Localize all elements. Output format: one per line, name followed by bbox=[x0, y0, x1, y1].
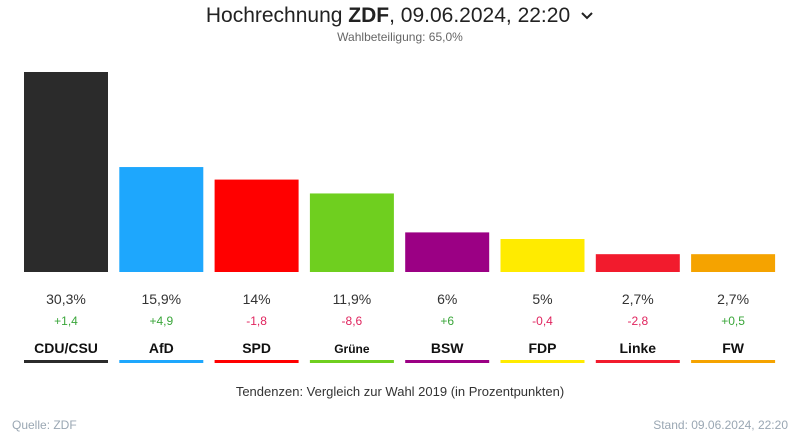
party-underline bbox=[214, 360, 299, 363]
timestamp-label: Stand: 09.06.2024, 22:20 bbox=[653, 418, 788, 432]
projection-selector[interactable]: Hochrechnung ZDF, 09.06.2024, 22:20 bbox=[206, 4, 594, 28]
title-datetime: , 09.06.2024, 22:20 bbox=[389, 4, 571, 27]
chart-title: Hochrechnung ZDF, 09.06.2024, 22:20 bbox=[206, 4, 570, 28]
party-label: BSW bbox=[431, 340, 464, 356]
party-underline bbox=[691, 360, 776, 363]
bar bbox=[214, 179, 299, 272]
turnout-subtitle: Wahlbeteiligung: 65,0% bbox=[337, 30, 463, 44]
party-label: CDU/CSU bbox=[34, 340, 98, 356]
party-label: FDP bbox=[529, 340, 557, 356]
party-underline bbox=[595, 360, 680, 363]
value-label: 5% bbox=[532, 291, 552, 307]
bar bbox=[24, 72, 108, 272]
value-label: 2,7% bbox=[717, 291, 749, 307]
party-label: FW bbox=[722, 340, 745, 356]
bar bbox=[595, 254, 680, 272]
chart-header: Hochrechnung ZDF, 09.06.2024, 22:20 Wahl… bbox=[0, 4, 800, 44]
change-label: +4,9 bbox=[149, 314, 173, 328]
bar bbox=[500, 238, 585, 272]
bar-chart: 30,3% +1,4 CDU/CSU 15,9% +4,9 AfD 14% -1,8 SPD 11… bbox=[24, 72, 776, 363]
value-label: 6% bbox=[437, 291, 457, 307]
title-brand: ZDF bbox=[348, 4, 390, 27]
party-underline bbox=[309, 360, 394, 363]
party-label: Grüne bbox=[334, 342, 370, 356]
value-label: 15,9% bbox=[141, 291, 181, 307]
chevron-down-icon[interactable] bbox=[580, 9, 594, 23]
party-label: AfD bbox=[149, 340, 174, 356]
change-label: +6 bbox=[440, 314, 454, 328]
party-label: SPD bbox=[242, 340, 271, 356]
party-underline bbox=[119, 360, 204, 363]
change-label: -0,4 bbox=[532, 314, 553, 328]
chart-footnote: Tendenzen: Vergleich zur Wahl 2019 (in P… bbox=[235, 384, 565, 399]
change-label: +1,4 bbox=[54, 314, 78, 328]
party-label: Linke bbox=[620, 340, 657, 356]
change-label: +0,5 bbox=[721, 314, 745, 328]
source-label: Quelle: ZDF bbox=[12, 418, 77, 432]
change-label: -8,6 bbox=[342, 314, 363, 328]
change-label: -1,8 bbox=[246, 314, 267, 328]
party-underline bbox=[405, 360, 490, 363]
value-label: 2,7% bbox=[622, 291, 654, 307]
bar bbox=[309, 193, 394, 272]
party-underline bbox=[500, 360, 585, 363]
party-underline bbox=[24, 360, 108, 363]
value-label: 11,9% bbox=[333, 291, 372, 307]
bar bbox=[691, 254, 776, 272]
bar bbox=[405, 232, 490, 272]
value-label: 14% bbox=[243, 291, 271, 307]
bar bbox=[119, 167, 204, 272]
title-prefix: Hochrechnung bbox=[205, 4, 343, 27]
change-label: -2,8 bbox=[627, 314, 648, 328]
value-label: 30,3% bbox=[46, 291, 86, 307]
